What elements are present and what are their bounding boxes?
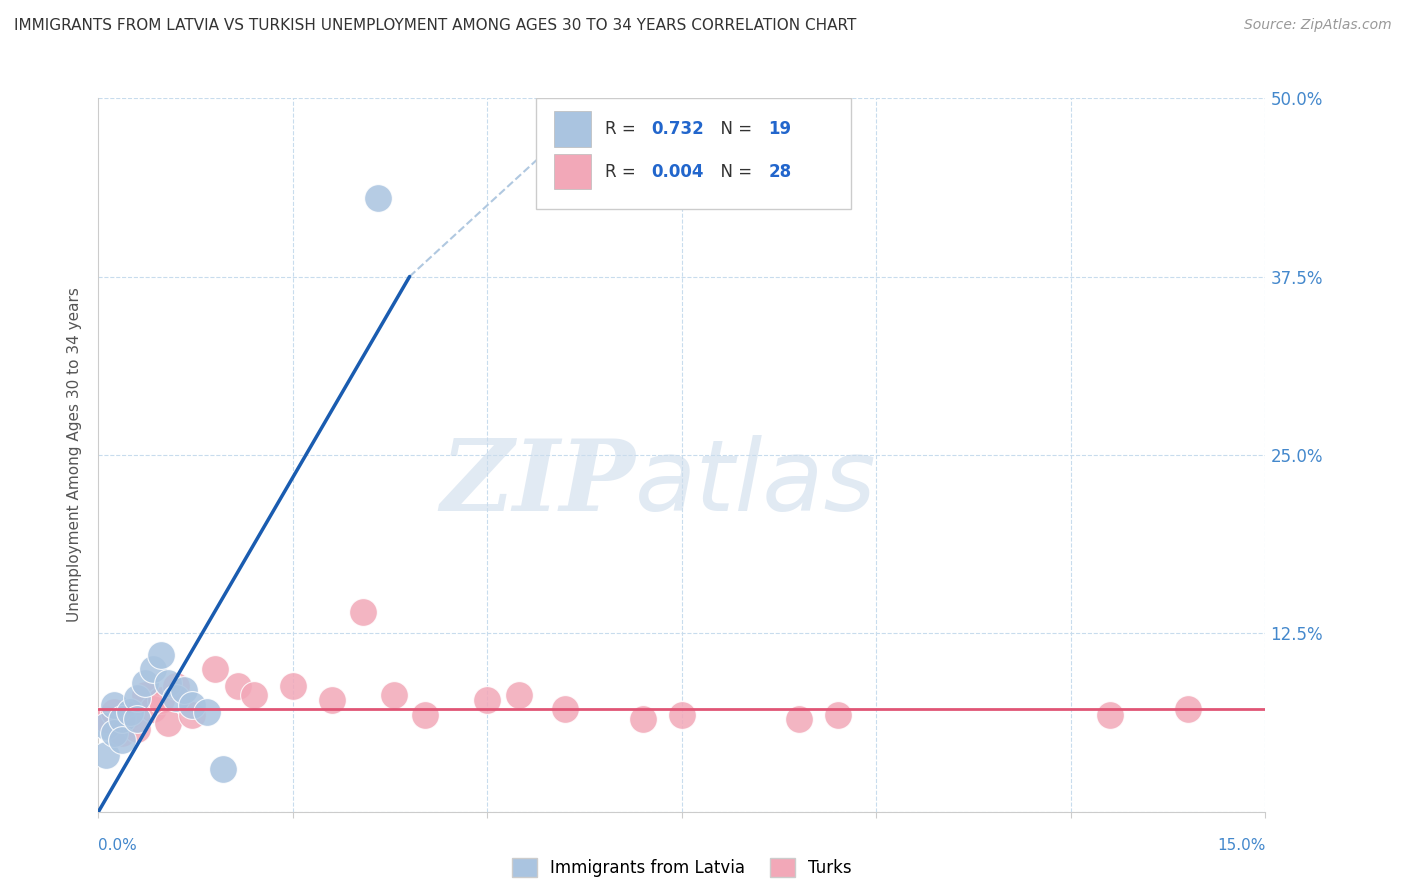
- Point: [180, 698, 202, 712]
- Point: [134, 688, 156, 702]
- Point: [827, 707, 849, 722]
- Point: [142, 662, 165, 676]
- Point: [111, 712, 134, 726]
- Point: [1098, 707, 1121, 722]
- Text: ZIP: ZIP: [440, 435, 636, 532]
- Point: [508, 688, 530, 702]
- FancyBboxPatch shape: [554, 111, 591, 146]
- Point: [382, 688, 405, 702]
- Point: [165, 690, 187, 705]
- Point: [180, 707, 202, 722]
- Point: [228, 679, 250, 693]
- Point: [367, 191, 389, 205]
- Point: [127, 690, 149, 705]
- Point: [173, 683, 195, 698]
- Y-axis label: Unemployment Among Ages 30 to 34 years: Unemployment Among Ages 30 to 34 years: [67, 287, 83, 623]
- Point: [413, 707, 436, 722]
- Point: [212, 762, 235, 776]
- Text: R =: R =: [605, 162, 641, 180]
- Text: IMMIGRANTS FROM LATVIA VS TURKISH UNEMPLOYMENT AMONG AGES 30 TO 34 YEARS CORRELA: IMMIGRANTS FROM LATVIA VS TURKISH UNEMPL…: [14, 18, 856, 33]
- Point: [321, 693, 343, 707]
- Point: [103, 698, 125, 712]
- Point: [134, 676, 156, 690]
- Point: [165, 679, 187, 693]
- Point: [149, 648, 172, 662]
- Point: [157, 676, 180, 690]
- Point: [127, 722, 149, 736]
- Text: 0.732: 0.732: [651, 120, 704, 137]
- Text: 0.0%: 0.0%: [98, 838, 138, 854]
- Point: [103, 705, 125, 719]
- Text: N =: N =: [710, 162, 758, 180]
- Text: 19: 19: [768, 120, 792, 137]
- Point: [111, 733, 134, 747]
- Point: [195, 705, 218, 719]
- Point: [157, 716, 180, 731]
- Text: Source: ZipAtlas.com: Source: ZipAtlas.com: [1244, 18, 1392, 32]
- Point: [96, 719, 118, 733]
- Point: [127, 712, 149, 726]
- Point: [352, 605, 374, 619]
- Text: N =: N =: [710, 120, 758, 137]
- Legend: Immigrants from Latvia, Turks: Immigrants from Latvia, Turks: [503, 850, 860, 886]
- Point: [204, 662, 226, 676]
- Point: [142, 702, 165, 716]
- Point: [671, 707, 693, 722]
- Point: [787, 712, 810, 726]
- FancyBboxPatch shape: [554, 153, 591, 189]
- Point: [96, 712, 118, 726]
- Point: [118, 707, 141, 722]
- Point: [96, 747, 118, 762]
- Point: [111, 726, 134, 740]
- Point: [554, 702, 576, 716]
- Point: [1177, 702, 1199, 716]
- Text: R =: R =: [605, 120, 641, 137]
- Point: [149, 693, 172, 707]
- Point: [103, 726, 125, 740]
- Text: 28: 28: [768, 162, 792, 180]
- Text: 15.0%: 15.0%: [1218, 838, 1265, 854]
- Point: [281, 679, 304, 693]
- Point: [243, 688, 266, 702]
- Point: [631, 712, 654, 726]
- FancyBboxPatch shape: [536, 98, 851, 209]
- Point: [118, 705, 141, 719]
- Text: 0.004: 0.004: [651, 162, 704, 180]
- Point: [477, 693, 499, 707]
- Text: atlas: atlas: [636, 435, 877, 532]
